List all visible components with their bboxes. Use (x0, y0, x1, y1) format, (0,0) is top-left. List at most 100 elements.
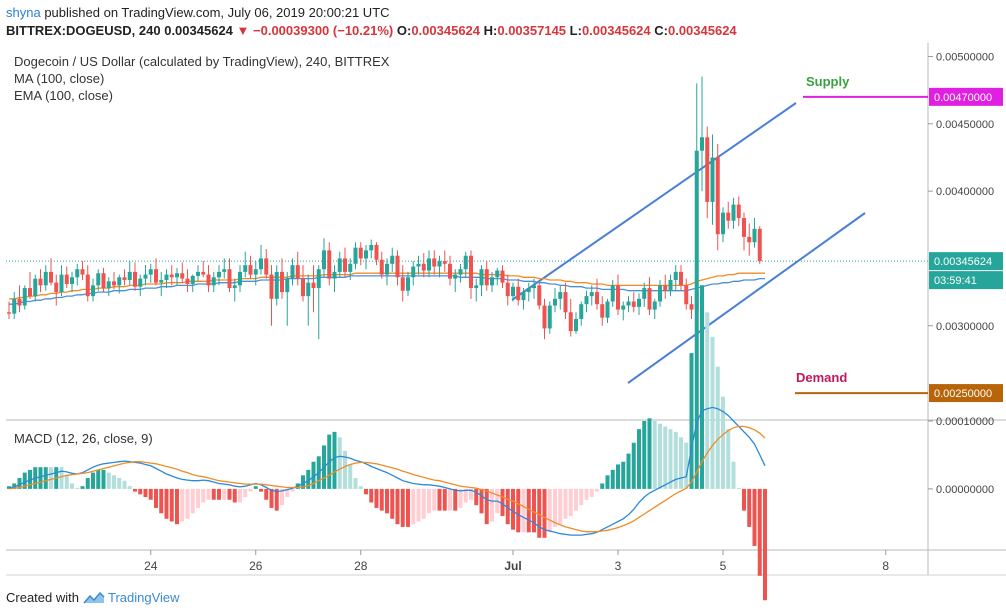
candle-body (127, 271, 132, 280)
candle-body (59, 274, 64, 293)
macd-histogram-bar (306, 469, 311, 489)
macd-histogram-bar (379, 488, 384, 511)
macd-histogram-bar (631, 442, 636, 489)
ma-legend: MA (100, close) (14, 71, 105, 86)
open-value: 0.00345624 (411, 23, 481, 38)
candle-body (432, 258, 437, 267)
candle-body (28, 288, 32, 297)
candle (201, 261, 206, 278)
candle (175, 267, 179, 286)
close-label: C: (654, 23, 668, 38)
candle (285, 271, 290, 326)
candle-body (542, 305, 547, 329)
price-tick-label: 0.00450000 (936, 119, 994, 131)
author-name[interactable]: shyna (6, 5, 41, 20)
candle-body (658, 285, 662, 302)
candle-body (505, 282, 510, 297)
candle (610, 279, 615, 307)
candle (348, 258, 353, 280)
candle-body (148, 269, 153, 275)
candle-body (85, 274, 90, 297)
macd-histogram-bar (442, 488, 447, 511)
candle-body (637, 298, 641, 307)
candle (353, 242, 358, 270)
candle-body (75, 269, 80, 278)
macd-histogram-bar (710, 336, 715, 489)
macd-histogram-bar (757, 488, 762, 576)
macd-histogram-bar (600, 483, 605, 489)
candle-body (106, 281, 111, 289)
candle-body (348, 263, 353, 272)
macd-histogram-bar (726, 429, 731, 489)
candle (180, 262, 185, 283)
candle (148, 263, 153, 283)
candle (264, 249, 269, 279)
macd-histogram-bar (117, 478, 122, 489)
candle (196, 265, 200, 282)
candle (96, 269, 101, 291)
candle-body (647, 288, 652, 310)
candle (684, 278, 689, 310)
candle-body (495, 270, 500, 278)
created-with: Created with (6, 590, 79, 605)
high-value: 0.00357145 (497, 23, 567, 38)
candle (290, 258, 295, 286)
candle-body (568, 312, 573, 332)
macd-histogram-bar (505, 488, 510, 525)
macd-histogram-bar (248, 488, 253, 492)
candle-body (574, 319, 578, 332)
candle-body (180, 273, 185, 279)
candle-body (190, 275, 195, 285)
time-tick-label: 3 (615, 559, 622, 573)
ohlc-line: BITTREX:DOGEUSD, 240 0.00345624 ▼ −0.000… (6, 23, 737, 38)
candle (311, 265, 316, 313)
candle-body (579, 304, 584, 320)
macd-histogram-bar (358, 486, 363, 489)
candle-body (516, 286, 521, 301)
macd-histogram-bar (253, 486, 258, 489)
macd-histogram-bar (469, 488, 473, 500)
candle-body (673, 271, 678, 280)
candle (122, 269, 127, 286)
candle (295, 251, 300, 286)
candle (238, 265, 242, 293)
candle (694, 83, 699, 320)
macd-histogram-bar (558, 488, 563, 525)
candle-body (306, 282, 311, 297)
macd-histogram-bar (264, 488, 269, 500)
candle-body (54, 282, 59, 293)
demand-label: Demand (796, 370, 847, 385)
price-tick-label: 0.00400000 (936, 186, 994, 198)
candle (364, 244, 368, 270)
candle-body (694, 150, 699, 310)
macd-histogram-bar (689, 353, 694, 489)
candle-body (175, 273, 179, 278)
candle (274, 265, 279, 306)
candle-body (301, 278, 305, 297)
candle-body (22, 288, 27, 306)
macd-histogram-bar (143, 488, 148, 498)
symbol-line: BITTREX:DOGEUSD, 240 (6, 23, 161, 38)
macd-histogram-bar (721, 396, 725, 489)
macd-histogram-bar (579, 488, 584, 506)
tradingview-brand[interactable]: TradingView (83, 590, 180, 605)
candle (385, 258, 389, 286)
candle-body (589, 292, 594, 297)
candle (28, 271, 32, 299)
candle (253, 261, 258, 286)
macd-histogram-bar (259, 488, 263, 492)
macd-histogram-bar (752, 488, 757, 546)
macd-histogram-bar (479, 488, 484, 514)
candle-body (411, 266, 416, 278)
candle (379, 251, 384, 279)
demand-price-tag: 0.00250000 (934, 388, 992, 400)
candle (495, 267, 500, 286)
candle (80, 261, 85, 280)
candle (280, 258, 284, 299)
candle (542, 298, 547, 340)
ema-legend: EMA (100, close) (14, 88, 113, 103)
candle (269, 265, 274, 326)
candle (668, 274, 673, 297)
candle-body (390, 255, 395, 264)
